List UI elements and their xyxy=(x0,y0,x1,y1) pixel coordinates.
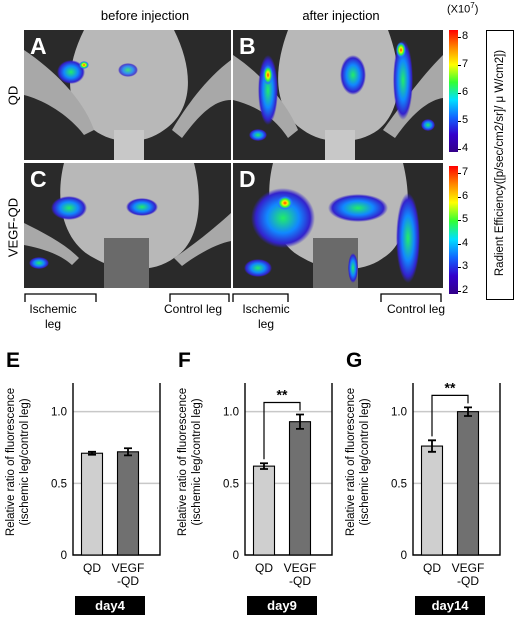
panel-letter-d: D xyxy=(239,166,256,192)
y-tick-label: 0.5 xyxy=(391,478,407,490)
image-panel-a: A xyxy=(24,30,231,160)
scale-tick-mark xyxy=(458,121,461,122)
scale-tick-label: 6 xyxy=(462,86,469,98)
error-bar xyxy=(428,439,436,453)
x-tick-label: VEGF xyxy=(112,561,145,575)
image-panel-b: B xyxy=(233,30,443,160)
axis-frame xyxy=(72,383,161,556)
scale-tick-label: 6 xyxy=(462,189,469,202)
scale-tick-label: 5 xyxy=(462,114,469,126)
panel-letter-b: B xyxy=(239,33,256,59)
mouse-image-d xyxy=(233,163,443,288)
scale-tick-label: 7 xyxy=(462,58,469,70)
bar-vegf-qd xyxy=(116,451,140,556)
scale-tick-label: 2 xyxy=(462,284,469,296)
x-tick-label: -QD xyxy=(289,574,311,588)
scale-tick-mark xyxy=(458,173,461,174)
chart-letter: E xyxy=(6,349,21,372)
scale-tick-mark xyxy=(458,196,461,198)
row-label-vegf-qd: VEGF-QD xyxy=(5,197,21,258)
chart-svg: 0 0.5 1.0 QD VEGF-QD xyxy=(51,383,161,588)
error-bar xyxy=(88,450,96,456)
mouse-image-b xyxy=(233,30,443,160)
error-bar xyxy=(296,413,304,430)
panel-letter-c: C xyxy=(30,166,47,192)
chart-letter: F xyxy=(178,349,191,372)
color-scale-top xyxy=(449,30,458,152)
scale-tick-label: 3 xyxy=(462,260,469,273)
y-tick-label: 0 xyxy=(401,550,407,562)
y-tick-label: 1.0 xyxy=(223,407,239,419)
chart-g: G Relative ratio of fluorescence (ischemic… xyxy=(340,345,512,619)
scale-tick-label: 4 xyxy=(462,236,469,249)
panel-letter-a: A xyxy=(30,33,47,59)
y-tick-label: 0.5 xyxy=(223,478,239,490)
scale-tick-mark xyxy=(458,291,461,292)
bar-qd xyxy=(420,445,444,556)
x-tick-label: VEGF xyxy=(284,561,317,575)
x-tick-label: QD xyxy=(255,561,273,575)
chart-svg: 0 0.5 1.0 QD VEGF-QD ** xyxy=(391,379,501,588)
error-bar xyxy=(124,447,132,457)
mouse-image-c xyxy=(24,163,231,288)
significance-bracket xyxy=(431,394,469,437)
scale-tick-mark xyxy=(458,267,461,269)
leg-brackets xyxy=(24,293,442,302)
significance-bracket xyxy=(263,401,301,460)
day-badge: day14 xyxy=(415,596,485,615)
scale-tick-label: 7 xyxy=(462,166,469,178)
scale-tick-mark xyxy=(458,149,461,150)
control-leg-label-right: Control leg xyxy=(386,302,446,316)
color-scale-bottom xyxy=(449,166,458,294)
significance-marker: ** xyxy=(277,387,288,403)
row-label-qd: QD xyxy=(5,85,21,106)
chart-f: F Relative ratio of fluorescence (ischemic… xyxy=(172,345,344,619)
image-panel-c: C xyxy=(24,163,231,288)
bar-qd xyxy=(252,465,276,556)
x-tick-label: QD xyxy=(423,561,441,575)
y-tick-label: 1.0 xyxy=(391,407,407,419)
column-header-after: after injection xyxy=(302,8,380,23)
day-badge: day4 xyxy=(75,596,145,615)
radiance-label: Radient Efficiency([p/sec/cm2/sr]/ μ W/c… xyxy=(494,49,506,277)
x-tick-label: -QD xyxy=(457,574,479,588)
scale-tick-mark xyxy=(458,243,461,245)
ischemic-leg-label-left: Ischemic leg xyxy=(29,302,77,331)
day-badge: day9 xyxy=(247,596,317,615)
y-tick-label: 0.5 xyxy=(51,478,67,490)
error-bar xyxy=(464,406,472,417)
x-tick-label: QD xyxy=(83,561,101,575)
scale-tick-mark xyxy=(458,220,461,222)
ischemic-leg-label-right: Ischemic leg xyxy=(242,302,290,331)
scale-tick-label: 5 xyxy=(462,213,469,226)
scale-tick-mark xyxy=(458,93,461,94)
bar-vegf-qd xyxy=(456,411,480,556)
mouse-image-a xyxy=(24,30,231,160)
scale-exponent: (X107) xyxy=(447,1,479,16)
y-tick-label: 0 xyxy=(61,550,67,562)
bar-qd xyxy=(80,452,104,556)
axis-frame xyxy=(412,383,501,556)
chart-letter: G xyxy=(346,349,363,372)
scale-tick-label: 8 xyxy=(462,30,469,42)
radiance-label-box: Radient Efficiency([p/sec/cm2/sr]/ μ W/c… xyxy=(486,30,514,300)
scale-tick-label: 4 xyxy=(462,142,469,154)
chart-e: E Relative ratio of fluorescence (ischemic… xyxy=(0,345,172,619)
significance-marker: ** xyxy=(445,379,456,395)
y-tick-label: 1.0 xyxy=(51,407,67,419)
error-bar xyxy=(260,462,268,470)
x-tick-label: -QD xyxy=(117,574,139,588)
image-panel-d: D xyxy=(233,163,443,288)
scale-tick-mark xyxy=(458,37,461,38)
bar-vegf-qd xyxy=(288,421,312,556)
control-leg-label-left: Control leg xyxy=(163,302,223,316)
chart-svg: 0 0.5 1.0 QD VEGF-QD ** xyxy=(223,383,333,588)
axis-frame xyxy=(244,383,333,556)
scale-tick-mark xyxy=(458,65,461,66)
column-header-before: before injection xyxy=(100,8,190,23)
x-tick-label: VEGF xyxy=(452,561,485,575)
y-tick-label: 0 xyxy=(233,550,239,562)
